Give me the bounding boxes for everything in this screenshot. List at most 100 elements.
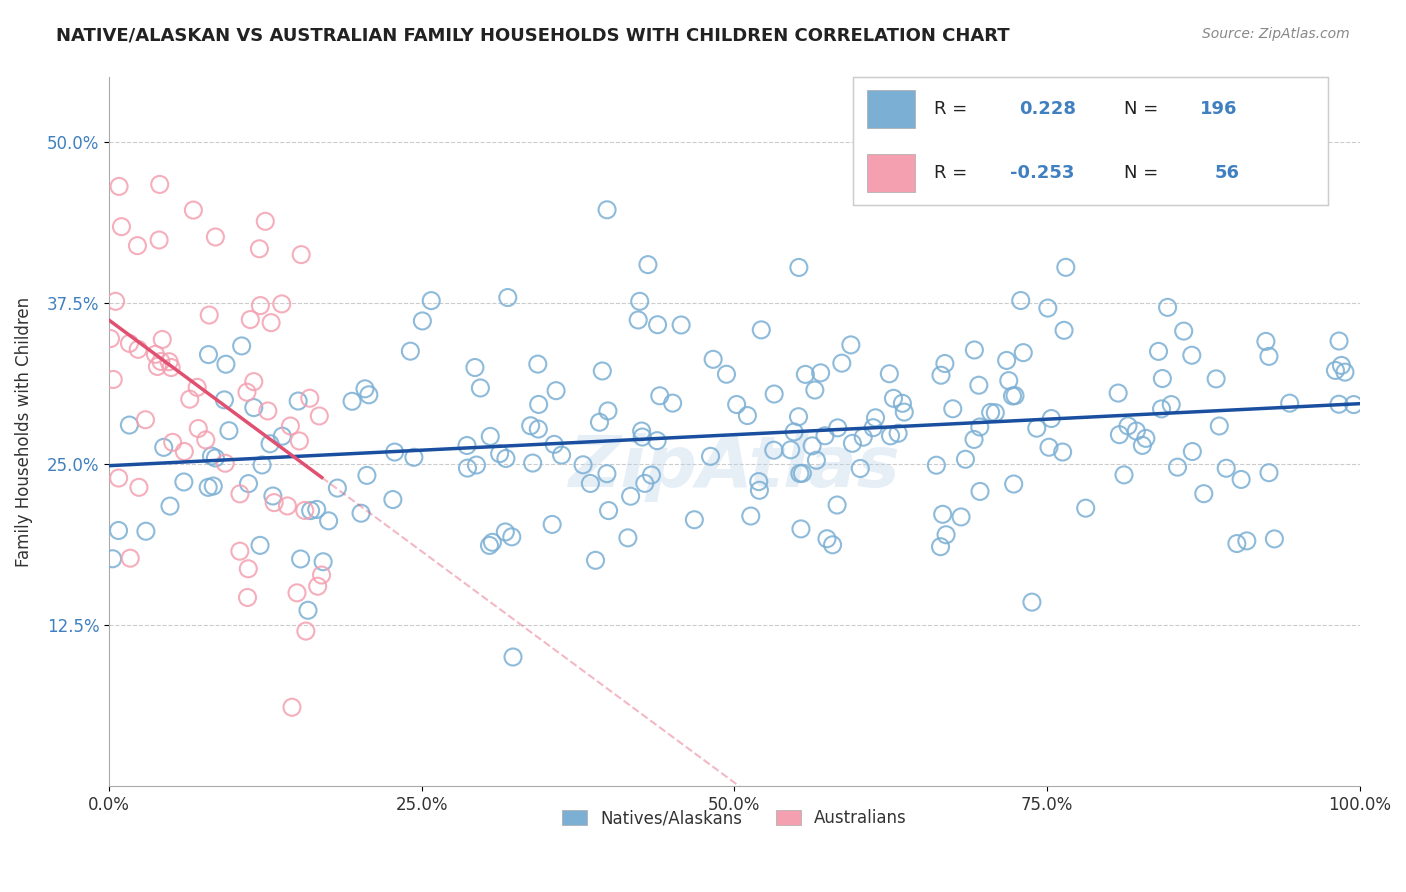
Point xyxy=(239,312,262,326)
Point xyxy=(495,451,517,466)
Point xyxy=(229,487,252,501)
Point xyxy=(299,503,322,517)
Point xyxy=(572,458,595,472)
Point xyxy=(150,333,173,347)
Point xyxy=(1226,536,1249,550)
Point xyxy=(146,359,169,374)
Point xyxy=(1038,440,1060,454)
Point xyxy=(779,442,801,457)
Point xyxy=(271,429,294,443)
Point xyxy=(496,291,519,305)
Point xyxy=(229,544,252,558)
Point xyxy=(297,603,319,617)
Point xyxy=(749,323,772,337)
Point xyxy=(218,424,240,438)
Point xyxy=(100,332,122,346)
Point xyxy=(814,429,837,443)
Point xyxy=(634,476,657,491)
Point xyxy=(298,391,321,405)
Point xyxy=(1230,473,1253,487)
Point xyxy=(637,258,659,272)
Point xyxy=(326,481,349,495)
Point xyxy=(288,434,311,448)
Point xyxy=(1156,301,1178,315)
Point xyxy=(640,468,662,483)
Point xyxy=(312,555,335,569)
Point xyxy=(967,378,990,392)
Point xyxy=(1147,344,1170,359)
Point xyxy=(591,364,613,378)
Point xyxy=(186,380,208,394)
Point xyxy=(281,700,304,714)
Point xyxy=(263,495,285,509)
Point xyxy=(716,368,738,382)
Point xyxy=(942,401,965,416)
Point xyxy=(464,360,486,375)
Point xyxy=(931,508,953,522)
Point xyxy=(215,357,238,371)
Point xyxy=(420,293,443,308)
Point xyxy=(238,476,260,491)
Point xyxy=(110,219,132,234)
Point xyxy=(1327,334,1350,348)
Point xyxy=(647,318,669,332)
Point xyxy=(963,433,986,447)
Point xyxy=(997,374,1019,388)
Point xyxy=(934,357,956,371)
Point xyxy=(963,343,986,357)
Point xyxy=(148,233,170,247)
Point xyxy=(108,179,131,194)
Point xyxy=(479,429,502,443)
Point xyxy=(242,375,264,389)
Point xyxy=(1343,398,1365,412)
Point xyxy=(792,467,814,481)
Point xyxy=(661,396,683,410)
Point xyxy=(787,409,810,424)
Point xyxy=(259,436,281,450)
Y-axis label: Family Households with Children: Family Households with Children xyxy=(15,296,32,566)
Point xyxy=(783,425,806,439)
Point xyxy=(995,353,1018,368)
Point xyxy=(1327,397,1350,411)
Point xyxy=(955,452,977,467)
Point xyxy=(821,538,844,552)
Point xyxy=(1132,438,1154,452)
Point xyxy=(810,366,832,380)
Point xyxy=(236,591,259,605)
Point xyxy=(893,405,915,419)
Point xyxy=(1036,301,1059,315)
Point xyxy=(160,360,183,375)
Point xyxy=(173,444,195,458)
Point xyxy=(579,476,602,491)
Point xyxy=(879,367,901,381)
Point xyxy=(204,450,226,465)
Point xyxy=(1074,501,1097,516)
Point xyxy=(149,178,172,192)
Point xyxy=(236,385,259,400)
Point xyxy=(984,406,1007,420)
Point xyxy=(118,336,141,351)
Point xyxy=(740,509,762,524)
Point xyxy=(1116,418,1139,433)
Point xyxy=(402,450,425,465)
Point xyxy=(107,524,129,538)
Point xyxy=(831,356,853,370)
Point xyxy=(204,230,226,244)
Point xyxy=(357,388,380,402)
Point xyxy=(648,389,671,403)
Point xyxy=(295,624,318,638)
Point xyxy=(1054,260,1077,275)
Legend: Natives/Alaskans, Australians: Natives/Alaskans, Australians xyxy=(555,803,914,834)
Point xyxy=(214,456,236,470)
Point xyxy=(250,458,273,472)
Point xyxy=(470,381,492,395)
Point xyxy=(1021,595,1043,609)
Point xyxy=(120,551,142,566)
Point xyxy=(340,394,363,409)
Point xyxy=(794,368,817,382)
Point xyxy=(260,316,283,330)
Point xyxy=(787,260,810,275)
Point xyxy=(839,338,862,352)
Point xyxy=(1263,532,1285,546)
Point xyxy=(522,456,544,470)
